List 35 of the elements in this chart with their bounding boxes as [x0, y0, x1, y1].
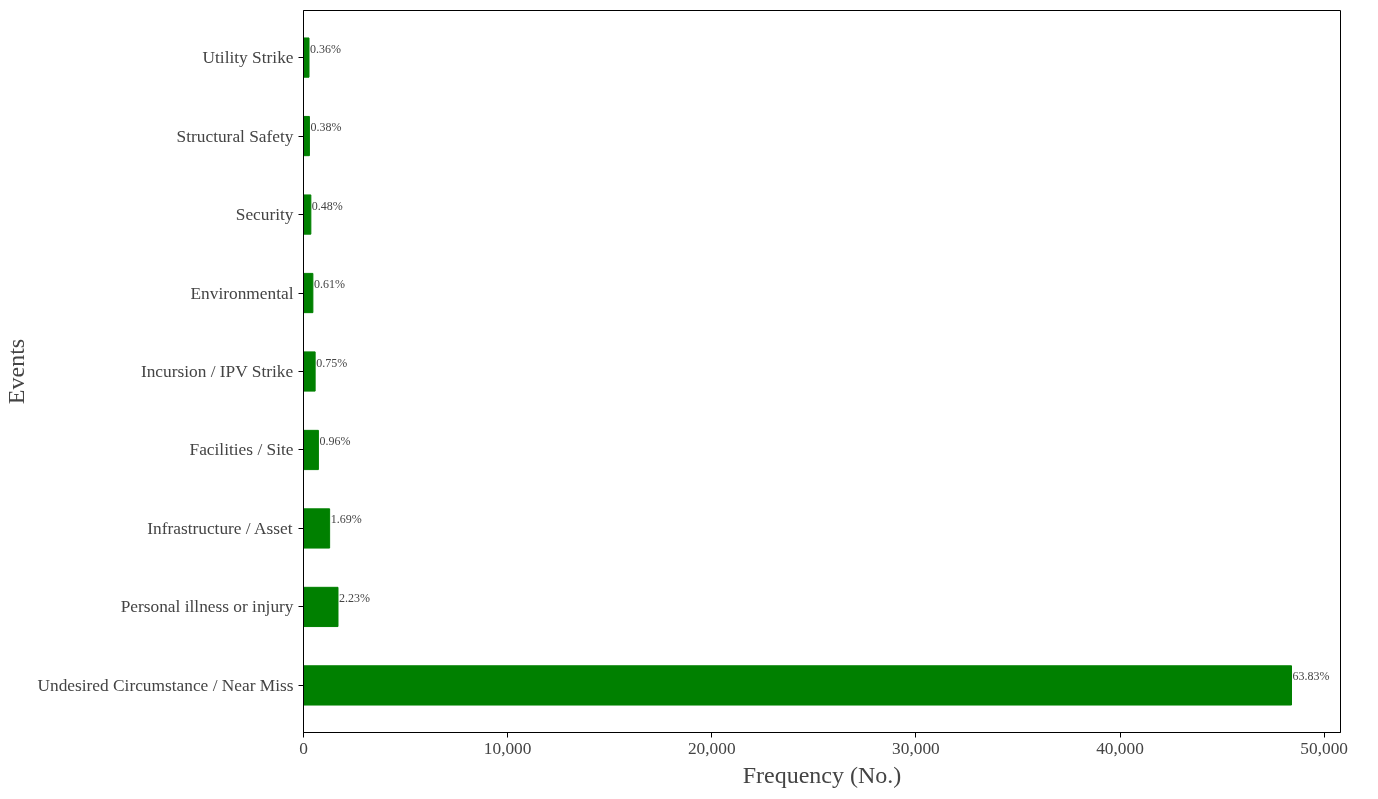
y-axis-title: Events — [3, 338, 30, 405]
y-tick-label: Structural Safety — [176, 126, 294, 146]
annotation: 0.48% — [311, 198, 343, 213]
annotation: 0.61% — [313, 277, 345, 292]
annotation: 0.36% — [310, 41, 342, 56]
x-tick-label: 0 — [299, 738, 308, 758]
x-tick-label: 30,000 — [892, 738, 940, 758]
x-tick-label: 50,000 — [1300, 738, 1348, 758]
y-tick-label: Infrastructure / Asset — [147, 518, 293, 538]
y-tick-label: Undesired Circumstance / Near Miss — [37, 675, 294, 695]
bar — [303, 272, 314, 314]
annotation: 63.83% — [1292, 669, 1330, 684]
x-tick-label: 40,000 — [1096, 738, 1144, 758]
y-tick-label: Incursion / IPV Strike — [140, 362, 294, 381]
bar — [303, 508, 331, 549]
y-tick-label: Security — [235, 205, 294, 225]
bar — [303, 194, 312, 235]
bar — [303, 665, 1293, 706]
annotation: 0.75% — [316, 355, 348, 370]
bar — [303, 586, 339, 628]
y-tick-label: Utility Strike — [202, 48, 294, 68]
annotation: 0.96% — [319, 433, 351, 448]
annotation: 0.38% — [310, 120, 342, 135]
y-tick-label: Facilities / Site — [189, 440, 294, 460]
x-axis-title: Frequency (No.) — [742, 761, 902, 788]
bar — [303, 115, 310, 157]
annotation: 1.69% — [330, 512, 362, 527]
x-tick-label: 10,000 — [483, 738, 532, 758]
x-tick-label: 20,000 — [687, 738, 736, 758]
y-tick-label: Environmental — [190, 283, 294, 303]
bar — [303, 351, 316, 392]
annotation: 2.23% — [339, 590, 370, 605]
bar — [303, 37, 310, 78]
y-tick-label: Personal illness or injury — [120, 597, 294, 617]
bar — [303, 429, 319, 471]
